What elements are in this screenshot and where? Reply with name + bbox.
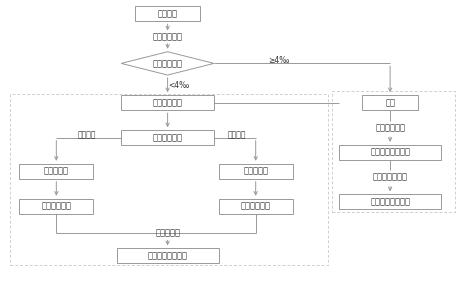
Text: 测坑水位下降: 测坑水位下降: [41, 202, 71, 211]
FancyBboxPatch shape: [339, 194, 441, 209]
FancyBboxPatch shape: [117, 248, 219, 263]
FancyBboxPatch shape: [121, 95, 214, 110]
Text: 系统开始工作: 系统开始工作: [153, 33, 183, 42]
FancyBboxPatch shape: [19, 164, 93, 179]
FancyBboxPatch shape: [19, 199, 93, 214]
Polygon shape: [121, 52, 214, 75]
FancyBboxPatch shape: [219, 164, 293, 179]
FancyBboxPatch shape: [339, 145, 441, 160]
Text: 土壤盐份含量: 土壤盐份含量: [153, 59, 183, 68]
Text: 灸排水泵同时停止: 灸排水泵同时停止: [370, 197, 410, 206]
Text: 洗盐: 洗盐: [385, 98, 395, 107]
Text: 灸、排水泵均停止: 灸、排水泵均停止: [147, 251, 187, 260]
Text: 测坑水位下降: 测坑水位下降: [241, 202, 271, 211]
Text: <4‰: <4‰: [168, 81, 190, 90]
FancyBboxPatch shape: [135, 6, 200, 21]
Text: 盐份小于设定値: 盐份小于设定値: [372, 173, 408, 182]
FancyBboxPatch shape: [219, 199, 293, 214]
FancyBboxPatch shape: [362, 95, 418, 110]
FancyBboxPatch shape: [121, 130, 214, 145]
Text: 判断测坑水位: 判断测坑水位: [153, 133, 183, 142]
Text: 旋转控制旋搓: 旋转控制旋搓: [375, 123, 405, 132]
Text: ≥4‰: ≥4‰: [268, 56, 290, 65]
Text: 排水泵启动: 排水泵启动: [44, 167, 69, 176]
Text: 灸排水泵同时启动: 灸排水泵同时启动: [370, 148, 410, 157]
Text: 灸水泵启动: 灸水泵启动: [243, 167, 268, 176]
Text: 高于大田: 高于大田: [77, 130, 96, 139]
Text: 闭合开关: 闭合开关: [158, 9, 178, 18]
Text: 自动水位控制: 自动水位控制: [153, 98, 183, 107]
Text: 与大田一致: 与大田一致: [155, 228, 180, 237]
Text: 低于大田: 低于大田: [228, 130, 246, 139]
